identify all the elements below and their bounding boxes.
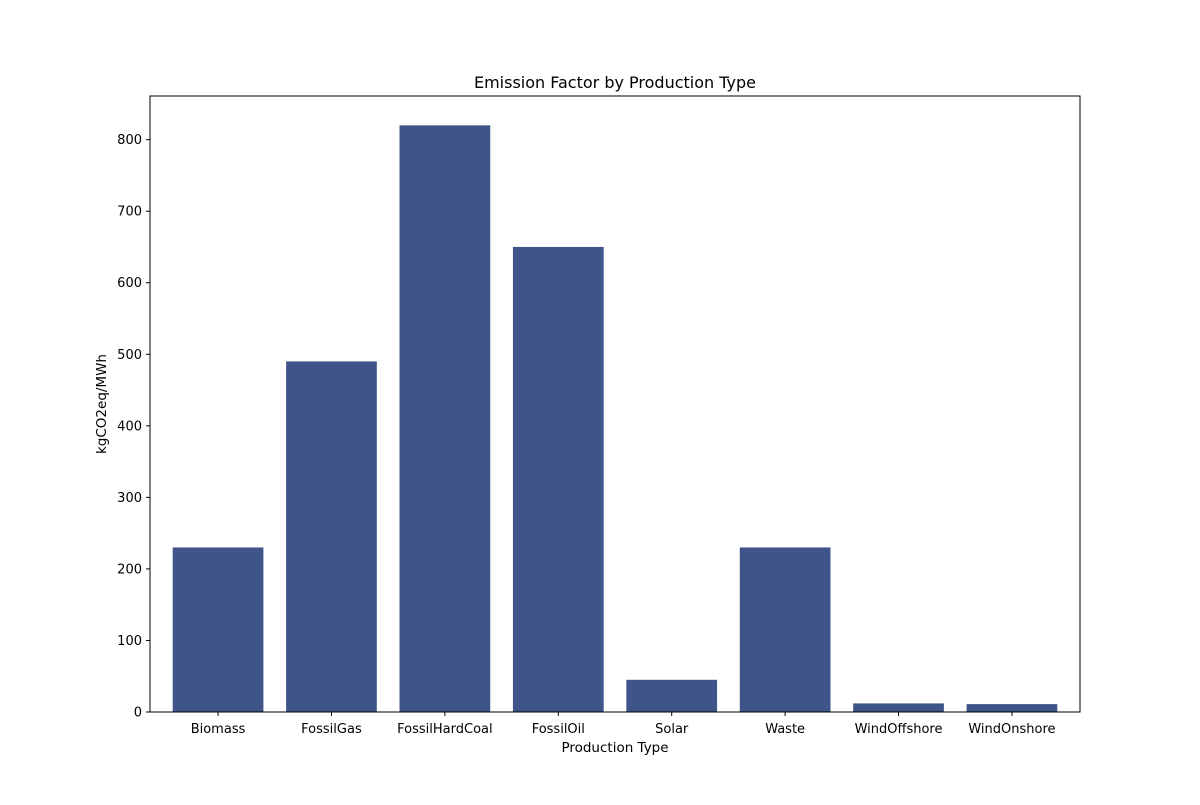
- x-axis-label: Production Type: [561, 740, 668, 756]
- y-tick-label: 0: [134, 706, 142, 721]
- bar-fossilgas: [286, 361, 377, 712]
- y-tick-label: 100: [117, 634, 142, 649]
- x-tick-label: FossilOil: [532, 722, 585, 737]
- bar-fossiloil: [512, 246, 604, 712]
- y-axis-ticks: 0 100 200 300 400 500 600 700 800: [117, 133, 150, 721]
- x-axis-ticks: Biomass FossilGas FossilHardCoal FossilOil S…: [191, 712, 1056, 737]
- x-tick-label: WindOffshore: [855, 722, 943, 737]
- y-axis-label: kgCO2eq/MWh: [94, 354, 110, 454]
- chart-title: Emission Factor by Production Type: [474, 73, 756, 92]
- bar-solar: [626, 679, 718, 712]
- y-tick-label: 400: [117, 419, 142, 434]
- bars: [172, 125, 1058, 712]
- y-tick-label: 200: [117, 562, 142, 577]
- x-tick-label: WindOnshore: [968, 722, 1055, 737]
- x-tick-label: FossilGas: [301, 722, 362, 737]
- bar-biomass: [172, 547, 264, 712]
- y-tick-label: 700: [117, 205, 142, 220]
- plot-frame: [149, 95, 1081, 713]
- y-tick-label: 600: [117, 276, 142, 291]
- bar-fossilhardcoal: [399, 125, 491, 712]
- bar-waste: [739, 547, 831, 712]
- x-tick-label: FossilHardCoal: [397, 722, 492, 737]
- y-tick-label: 800: [117, 133, 142, 148]
- y-tick-label: 300: [117, 491, 142, 506]
- bar-windonshore: [966, 704, 1058, 712]
- bar-windoffshore: [853, 703, 944, 712]
- y-tick-label: 500: [117, 348, 142, 363]
- x-tick-label: Solar: [655, 722, 689, 737]
- x-tick-label: Waste: [765, 722, 805, 737]
- x-tick-label: Biomass: [191, 722, 246, 737]
